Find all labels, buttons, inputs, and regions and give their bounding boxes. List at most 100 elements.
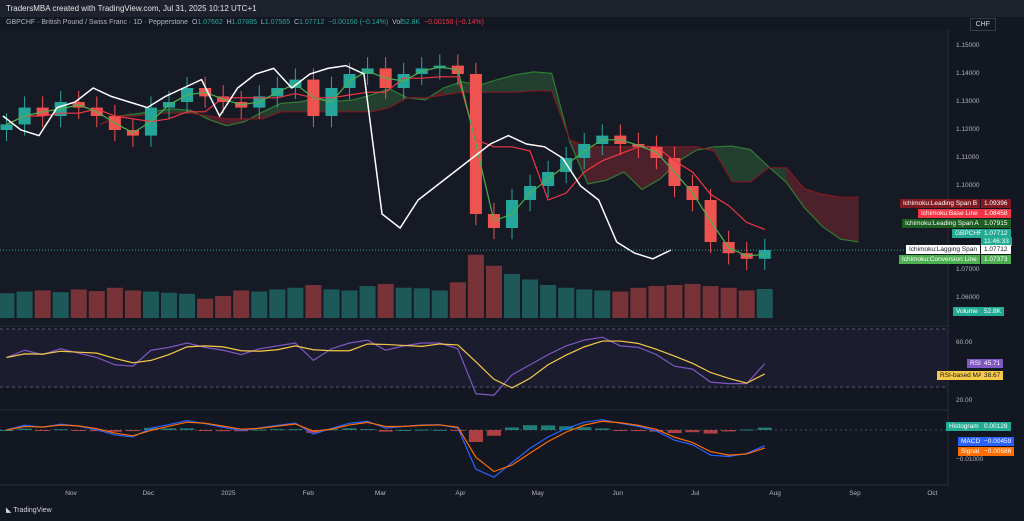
macd-histogram-bar xyxy=(71,430,86,431)
volume-bar xyxy=(612,291,629,318)
ichimoku-cloud-segment xyxy=(479,79,498,93)
volume-bar xyxy=(0,293,15,318)
macd-histogram-bar xyxy=(180,428,195,430)
base-line-value: 1.08458 xyxy=(981,209,1011,218)
volume-bar xyxy=(431,290,448,318)
volume-bar xyxy=(738,290,755,318)
price-tick-label: 1.14000 xyxy=(956,70,980,77)
open-value: 1.07662 xyxy=(197,19,223,26)
rsi-line xyxy=(6,336,766,396)
macd-label: MACD xyxy=(958,437,984,446)
macd-histogram-bar xyxy=(631,430,646,432)
macd-histogram-bar xyxy=(288,429,303,431)
macd-histogram-bar xyxy=(143,427,158,430)
high-label: H xyxy=(226,19,232,26)
bar-countdown: 11:46:33 xyxy=(981,237,1012,246)
volume-bar xyxy=(702,286,719,318)
volume-bar xyxy=(233,290,250,318)
rsi-tick-label: 20.00 xyxy=(956,397,973,404)
volume-bar xyxy=(341,290,358,318)
time-axis-label: Dec xyxy=(142,490,155,497)
open-label: O xyxy=(191,19,198,26)
lagging-span-value: 1.07712 xyxy=(981,245,1011,254)
price-tick-label: 1.11000 xyxy=(956,154,980,161)
time-axis-label: Oct xyxy=(927,490,938,497)
volume-value: 52.8K xyxy=(981,307,1004,316)
lagging-span-line xyxy=(2,64,672,260)
signal-label: Signal xyxy=(958,447,983,456)
volume-bar xyxy=(70,289,87,318)
ichimoku-cloud-segment xyxy=(587,146,606,184)
currency-button[interactable]: CHF xyxy=(969,18,996,31)
volume-bar xyxy=(630,287,647,318)
volume-bar xyxy=(395,287,412,318)
macd-histogram-bar xyxy=(757,427,772,430)
volume-bar xyxy=(197,298,214,318)
span-a-value: 1.07915 xyxy=(981,219,1011,228)
brand-text: TradingView xyxy=(13,507,52,514)
high-value: 1.07885 xyxy=(231,19,257,26)
volume-bar xyxy=(503,274,521,318)
rsi-tick-label: 60.00 xyxy=(956,339,973,346)
tradingview-logo[interactable]: ◣ TradingView xyxy=(6,507,52,514)
volume-bar xyxy=(269,289,286,318)
macd-histogram-bar xyxy=(667,430,682,434)
conversion-line-value: 1.07373 xyxy=(981,255,1011,264)
volume-bar xyxy=(52,292,69,318)
topbar: TradersMBA created with TradingView.com,… xyxy=(0,0,1024,17)
macd-histogram-bar xyxy=(450,430,465,431)
price-tick-label: 1.15000 xyxy=(956,42,980,49)
conversion-line xyxy=(6,66,765,257)
symbol-header: GBPCHF · British Pound / Swiss Franc · 1… xyxy=(6,19,484,26)
volume-bar xyxy=(142,291,159,318)
span-a-label: Ichimoku:Leading Span A xyxy=(902,219,982,228)
volume-bar xyxy=(287,287,304,318)
ichimoku-cloud-segment xyxy=(804,188,823,227)
ichimoku-cloud-segment xyxy=(605,146,624,181)
ichimoku-cloud-segment xyxy=(822,194,841,240)
macd-histogram-bar xyxy=(161,428,177,430)
change-value: −0.00150 (−0.14%) xyxy=(328,19,389,26)
time-axis-label: 2025 xyxy=(221,490,236,497)
volume-bar xyxy=(124,290,141,318)
volume-bar xyxy=(594,290,611,318)
volume-bar xyxy=(106,287,123,318)
volume-value: 52.8K xyxy=(401,19,421,26)
macd-histogram-bar xyxy=(523,425,538,430)
signal-line xyxy=(6,420,765,473)
volume-bar xyxy=(540,285,557,318)
macd-histogram-bar xyxy=(486,430,501,436)
time-axis-label: Apr xyxy=(455,490,466,497)
rsi-label: RSI xyxy=(967,359,984,368)
macd-histogram-bar xyxy=(53,429,68,431)
ichimoku-cloud-segment xyxy=(515,71,534,93)
ichimoku-cloud-segment xyxy=(443,81,462,95)
volume-bar xyxy=(377,283,394,318)
symbol-name[interactable]: GBPCHF · British Pound / Swiss Franc · 1… xyxy=(6,19,189,26)
price-tick-label: 1.10000 xyxy=(956,182,980,189)
macd-histogram-bar xyxy=(89,430,104,432)
price-tick-label: 1.12000 xyxy=(956,126,980,133)
price-tick-label: 1.07000 xyxy=(956,266,980,273)
ichimoku-cloud-segment xyxy=(226,118,245,126)
volume-bar xyxy=(467,254,484,318)
macd-histogram-bar xyxy=(216,430,231,432)
volume-bar xyxy=(485,265,502,318)
ichimoku-cloud-segment xyxy=(714,146,733,182)
macd-histogram-bar xyxy=(504,427,520,430)
macd-tick-label: −0.01000 xyxy=(956,456,984,463)
volume-bar xyxy=(684,283,701,318)
macd-histogram-bar xyxy=(685,430,700,433)
volume-bar xyxy=(756,288,773,318)
histogram-value: 0.00128 xyxy=(981,422,1011,431)
time-axis-label: Jul xyxy=(690,490,700,497)
macd-histogram-bar xyxy=(342,428,357,430)
time-axis-label: Feb xyxy=(302,490,314,497)
last-price-value: 1.07712 xyxy=(981,229,1011,238)
ichimoku-cloud-segment xyxy=(678,146,697,162)
base-line xyxy=(6,76,765,230)
volume-bar xyxy=(413,288,430,318)
macd-histogram-bar xyxy=(107,430,122,432)
ichimoku-cloud-segment xyxy=(262,103,281,119)
